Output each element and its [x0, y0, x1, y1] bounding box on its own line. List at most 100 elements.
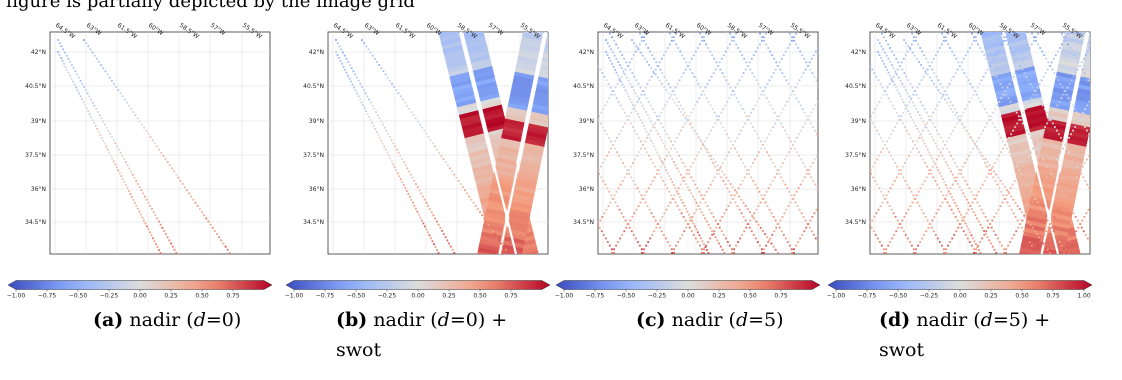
nadir-point	[787, 205, 790, 207]
nadir-point	[952, 111, 955, 113]
nadir-point	[1000, 151, 1002, 154]
nadir-point	[650, 139, 653, 142]
nadir-point	[629, 68, 632, 71]
nadir-point	[382, 70, 385, 73]
nadir-point	[927, 115, 930, 118]
nadir-point	[710, 75, 713, 78]
swot-cell	[1053, 83, 1074, 93]
nadir-point	[693, 129, 696, 132]
nadir-point	[1027, 220, 1030, 223]
nadir-point	[385, 129, 388, 132]
nadir-point	[891, 50, 894, 53]
nadir-point	[761, 90, 764, 92]
nadir-point	[816, 133, 818, 136]
nadir-point	[661, 162, 664, 164]
nadir-point	[969, 231, 971, 234]
nadir-point	[111, 157, 114, 160]
colorbar-tick-label: −0.75	[586, 293, 605, 300]
nadir-point	[702, 214, 705, 217]
nadir-point	[599, 68, 602, 71]
swot-cell	[1084, 53, 1090, 63]
nadir-point	[948, 167, 951, 170]
nadir-point	[688, 61, 691, 64]
nadir-point	[900, 226, 903, 229]
nadir-point	[637, 48, 640, 51]
nadir-point	[726, 154, 728, 157]
swot-cell	[1049, 102, 1070, 112]
nadir-point	[739, 50, 742, 53]
nadir-point	[78, 92, 81, 95]
swot-cell	[1005, 129, 1027, 140]
nadir-point	[937, 89, 940, 91]
nadir-point	[814, 104, 817, 107]
nadir-point	[903, 39, 905, 41]
nadir-point	[1037, 244, 1040, 247]
swot-cell	[1025, 219, 1046, 229]
nadir-point	[988, 239, 991, 242]
nadir-point	[792, 90, 795, 92]
nadir-point	[686, 210, 689, 213]
nadir-point	[954, 72, 957, 75]
nadir-point	[945, 194, 948, 197]
nadir-point	[156, 246, 159, 249]
nadir-point	[878, 241, 881, 243]
nadir-point	[99, 133, 102, 136]
nadir-point	[1073, 180, 1076, 182]
nadir-point	[706, 148, 708, 151]
nadir-point	[629, 82, 632, 85]
nadir-point	[687, 169, 690, 172]
swot-cell	[1064, 32, 1086, 38]
nadir-point	[85, 42, 88, 45]
nadir-point	[109, 133, 112, 135]
nadir-point	[674, 164, 677, 167]
nadir-point	[1024, 108, 1027, 110]
lat-tick-label: 37.5°N	[25, 152, 46, 159]
nadir-point	[968, 133, 970, 136]
nadir-point	[706, 249, 708, 251]
nadir-point	[730, 93, 733, 96]
nadir-point	[873, 72, 876, 75]
nadir-point	[908, 95, 911, 98]
map-svg: 64.5°W 63°W 61.5°W 60°W 58.5°W 57°W 55.5°W42°N…	[827, 22, 1093, 300]
nadir-point	[751, 215, 754, 218]
nadir-point	[760, 147, 762, 150]
nadir-point	[57, 39, 59, 41]
swot-cell	[506, 224, 528, 234]
nadir-point	[794, 201, 797, 204]
nadir-point	[1029, 205, 1032, 207]
nadir-point	[675, 97, 678, 100]
nadir-point	[166, 236, 169, 239]
nadir-point	[660, 139, 663, 142]
nadir-point	[1040, 208, 1043, 211]
nadir-point	[891, 64, 893, 66]
swot-cell	[534, 92, 548, 102]
swot-cell	[1044, 244, 1066, 254]
nadir-point	[675, 244, 678, 247]
nadir-point	[425, 133, 428, 135]
nadir-point	[721, 162, 724, 164]
nadir-point	[995, 173, 998, 176]
nadir-point	[887, 244, 890, 247]
nadir-point	[1021, 165, 1024, 168]
nadir-point	[981, 226, 984, 229]
nadir-point	[977, 97, 980, 100]
nadir-point	[636, 113, 639, 115]
swot-cell	[1006, 133, 1028, 143]
swot-cell	[443, 48, 465, 59]
nadir-point	[634, 50, 637, 53]
nadir-point	[681, 176, 684, 179]
nadir-point	[738, 79, 741, 82]
nadir-point	[954, 126, 957, 128]
nadir-point	[694, 225, 696, 228]
nadir-point	[875, 212, 878, 215]
nadir-point	[621, 83, 624, 86]
nadir-point	[608, 45, 611, 48]
nadir-point	[692, 195, 694, 198]
swot-cell	[985, 48, 1007, 59]
nadir-point	[686, 169, 689, 172]
nadir-point	[874, 108, 877, 110]
swot-cell	[506, 106, 527, 116]
nadir-point	[1045, 111, 1048, 114]
nadir-point	[608, 151, 610, 154]
swot-cell	[510, 87, 532, 97]
